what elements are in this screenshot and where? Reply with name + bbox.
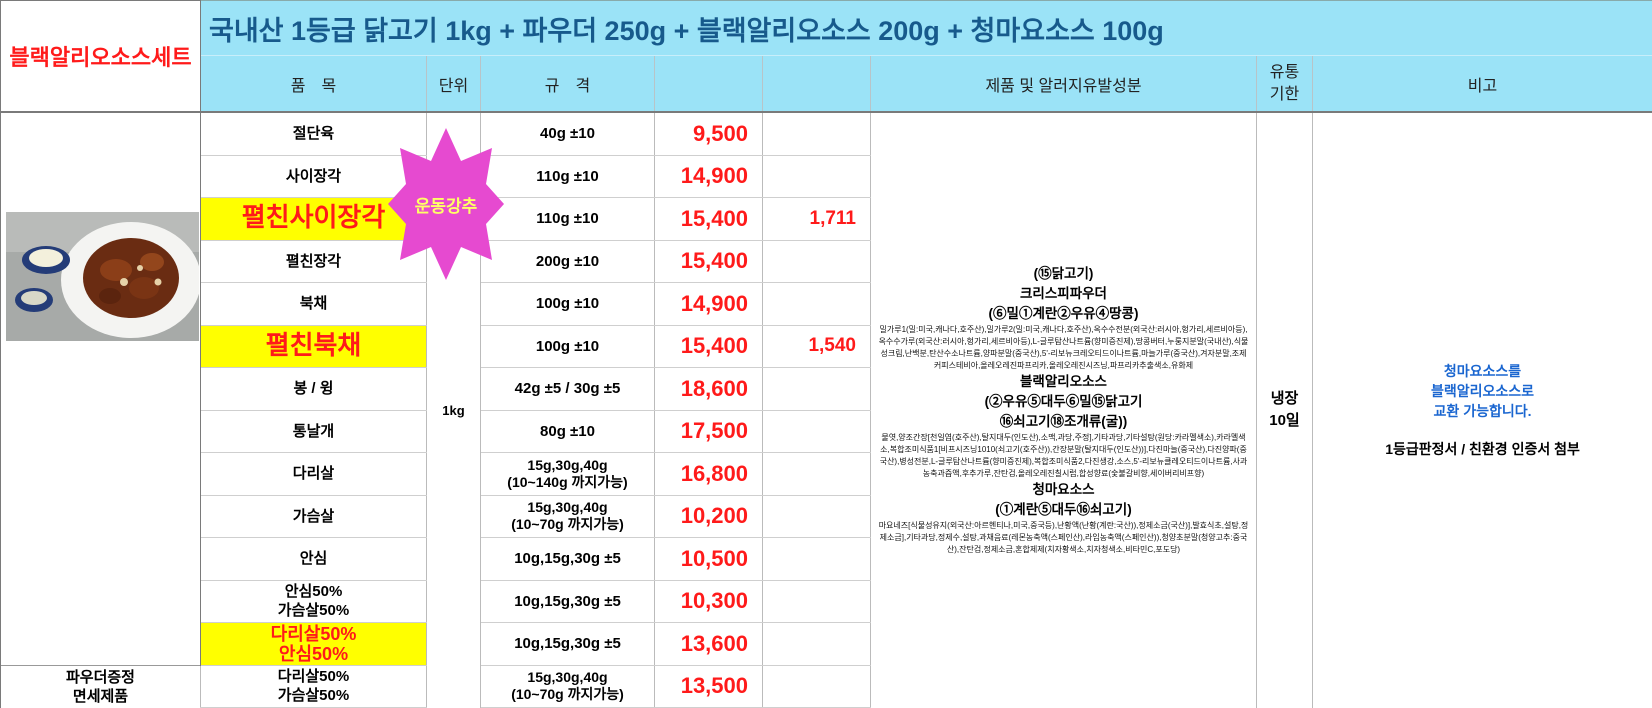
header-price[interactable] xyxy=(655,56,763,113)
header-extra[interactable] xyxy=(763,56,871,113)
item-name[interactable]: 다리살 xyxy=(201,453,427,496)
item-name[interactable]: 북채 xyxy=(201,283,427,326)
ingr-black-allergens-1: (②우유⑤대두⑥밀⑮닭고기 xyxy=(877,392,1250,412)
header-spec[interactable]: 규 격 xyxy=(481,56,655,113)
ingr-powder-detail: 밀가루1(밀:미국,캐나다,호주산),밀가루2(밀:미국,캐나다,호주산),옥수… xyxy=(877,324,1250,372)
note-line-1: 청마요소스를 xyxy=(1315,361,1650,381)
ingr-mayo-title: 청마요소스 xyxy=(877,480,1250,500)
item-spec[interactable]: 42g ±5 / 30g ±5 xyxy=(481,368,655,411)
item-price[interactable]: 14,900 xyxy=(655,155,763,198)
item-extra[interactable] xyxy=(763,580,871,623)
item-extra[interactable] xyxy=(763,283,871,326)
item-extra[interactable] xyxy=(763,368,871,411)
item-spec[interactable]: 15g,30g,40g(10~140g 까지가능) xyxy=(481,453,655,496)
header-ingredients[interactable]: 제품 및 알러지유발성분 xyxy=(871,56,1257,113)
item-extra[interactable] xyxy=(763,623,871,666)
note-cell[interactable]: 청마요소스를 블랙알리오소스로 교환 가능합니다. 1등급판정서 / 친환경 인… xyxy=(1313,112,1652,708)
item-extra[interactable] xyxy=(763,453,871,496)
item-spec[interactable]: 15g,30g,40g(10~70g 까지가능) xyxy=(481,495,655,538)
item-spec[interactable]: 100g ±10 xyxy=(481,325,655,368)
item-price[interactable]: 15,400 xyxy=(655,325,763,368)
ingredients-cell[interactable]: (⑮닭고기) 크리스피파우더 (⑥밀①계란②우유④땅콩) 밀가루1(밀:미국,캐… xyxy=(871,112,1257,708)
chicken-dish-illustration xyxy=(6,212,199,341)
set-name: 블랙알리오소스세트 xyxy=(9,45,191,70)
item-spec[interactable]: 10g,15g,30g ±5 xyxy=(481,580,655,623)
item-name[interactable]: 가슴살 xyxy=(201,495,427,538)
ingr-black-title: 블랙알리오소스 xyxy=(877,372,1250,392)
item-extra[interactable]: 1,711 xyxy=(763,198,871,241)
title-cell[interactable]: 국내산 1등급 닭고기 1kg + 파우더 250g + 블랙알리오소스 200… xyxy=(201,1,1652,56)
item-extra[interactable] xyxy=(763,665,871,708)
note-line-2: 블랙알리오소스로 xyxy=(1315,381,1650,401)
ingr-chicken: (⑮닭고기) xyxy=(877,264,1250,284)
item-price[interactable]: 17,500 xyxy=(655,410,763,453)
ingr-black-detail: 물엿,양조간장[천일염(호주산),탈지대두(인도산),소맥,과당,주정],기타과… xyxy=(877,432,1250,480)
item-name[interactable]: 안심50%가슴살50% xyxy=(201,580,427,623)
item-name[interactable]: 다리살50%안심50% xyxy=(201,623,427,666)
item-spec[interactable]: 40g ±10 xyxy=(481,112,655,155)
ingr-black-allergens-2: ⑯쇠고기⑱조개류(굴)) xyxy=(877,412,1250,432)
item-name[interactable]: 펼친북채 xyxy=(201,325,427,368)
item-spec[interactable]: 80g ±10 xyxy=(481,410,655,453)
item-spec[interactable]: 15g,30g,40g(10~70g 까지가능) xyxy=(481,665,655,708)
item-price[interactable]: 13,500 xyxy=(655,665,763,708)
ingr-mayo-allergens: (①계란⑤대두⑯쇠고기) xyxy=(877,500,1250,520)
item-spec[interactable]: 200g ±10 xyxy=(481,240,655,283)
item-extra[interactable] xyxy=(763,240,871,283)
set-name-cell[interactable]: 블랙알리오소스세트 xyxy=(1,1,201,113)
item-name[interactable]: 다리살50%가슴살50% xyxy=(201,665,427,708)
ingr-mayo-detail: 마요네즈[식물성유지(외국산:아르헨티나,미국,중국등),난황액(난황(계란:국… xyxy=(877,520,1250,556)
item-extra[interactable] xyxy=(763,495,871,538)
item-spec[interactable]: 110g ±10 xyxy=(481,155,655,198)
page-title: 국내산 1등급 닭고기 1kg + 파우더 250g + 블랙알리오소스 200… xyxy=(209,16,1164,46)
note-cert: 1등급판정서 / 친환경 인증서 첨부 xyxy=(1315,439,1650,459)
item-name[interactable]: 봉 / 윙 xyxy=(201,368,427,411)
item-price[interactable]: 10,500 xyxy=(655,538,763,581)
item-spec[interactable]: 10g,15g,30g ±5 xyxy=(481,623,655,666)
item-extra[interactable] xyxy=(763,538,871,581)
badge-label: 운동강추 xyxy=(388,128,504,280)
item-extra[interactable] xyxy=(763,155,871,198)
item-price[interactable]: 10,300 xyxy=(655,580,763,623)
header-note[interactable]: 비고 xyxy=(1313,56,1652,113)
item-name[interactable]: 통날개 xyxy=(201,410,427,453)
item-extra[interactable] xyxy=(763,112,871,155)
item-price[interactable]: 15,400 xyxy=(655,198,763,241)
photo-cell[interactable] xyxy=(1,112,201,665)
item-price[interactable]: 16,800 xyxy=(655,453,763,496)
item-price[interactable]: 15,400 xyxy=(655,240,763,283)
item-price[interactable]: 10,200 xyxy=(655,495,763,538)
item-spec[interactable]: 100g ±10 xyxy=(481,283,655,326)
item-extra[interactable]: 1,540 xyxy=(763,325,871,368)
item-spec[interactable]: 10g,15g,30g ±5 xyxy=(481,538,655,581)
product-photo[interactable] xyxy=(6,212,199,341)
header-unit[interactable]: 단위 xyxy=(427,56,481,113)
note-line-3: 교환 가능합니다. xyxy=(1315,401,1650,421)
ingr-powder-title: 크리스피파우더 xyxy=(877,284,1250,304)
item-price[interactable]: 9,500 xyxy=(655,112,763,155)
item-price[interactable]: 18,600 xyxy=(655,368,763,411)
item-name[interactable]: 안심 xyxy=(201,538,427,581)
item-extra[interactable] xyxy=(763,410,871,453)
header-item[interactable]: 품 목 xyxy=(201,56,427,113)
table-row: 절단육 1kg 40g ±10 9,500 (⑮닭고기) 크리스피파우더 (⑥밀… xyxy=(1,112,1652,155)
ingr-powder-allergens: (⑥밀①계란②우유④땅콩) xyxy=(877,304,1250,324)
item-price[interactable]: 14,900 xyxy=(655,283,763,326)
item-price[interactable]: 13,600 xyxy=(655,623,763,666)
item-spec[interactable]: 110g ±10 xyxy=(481,198,655,241)
